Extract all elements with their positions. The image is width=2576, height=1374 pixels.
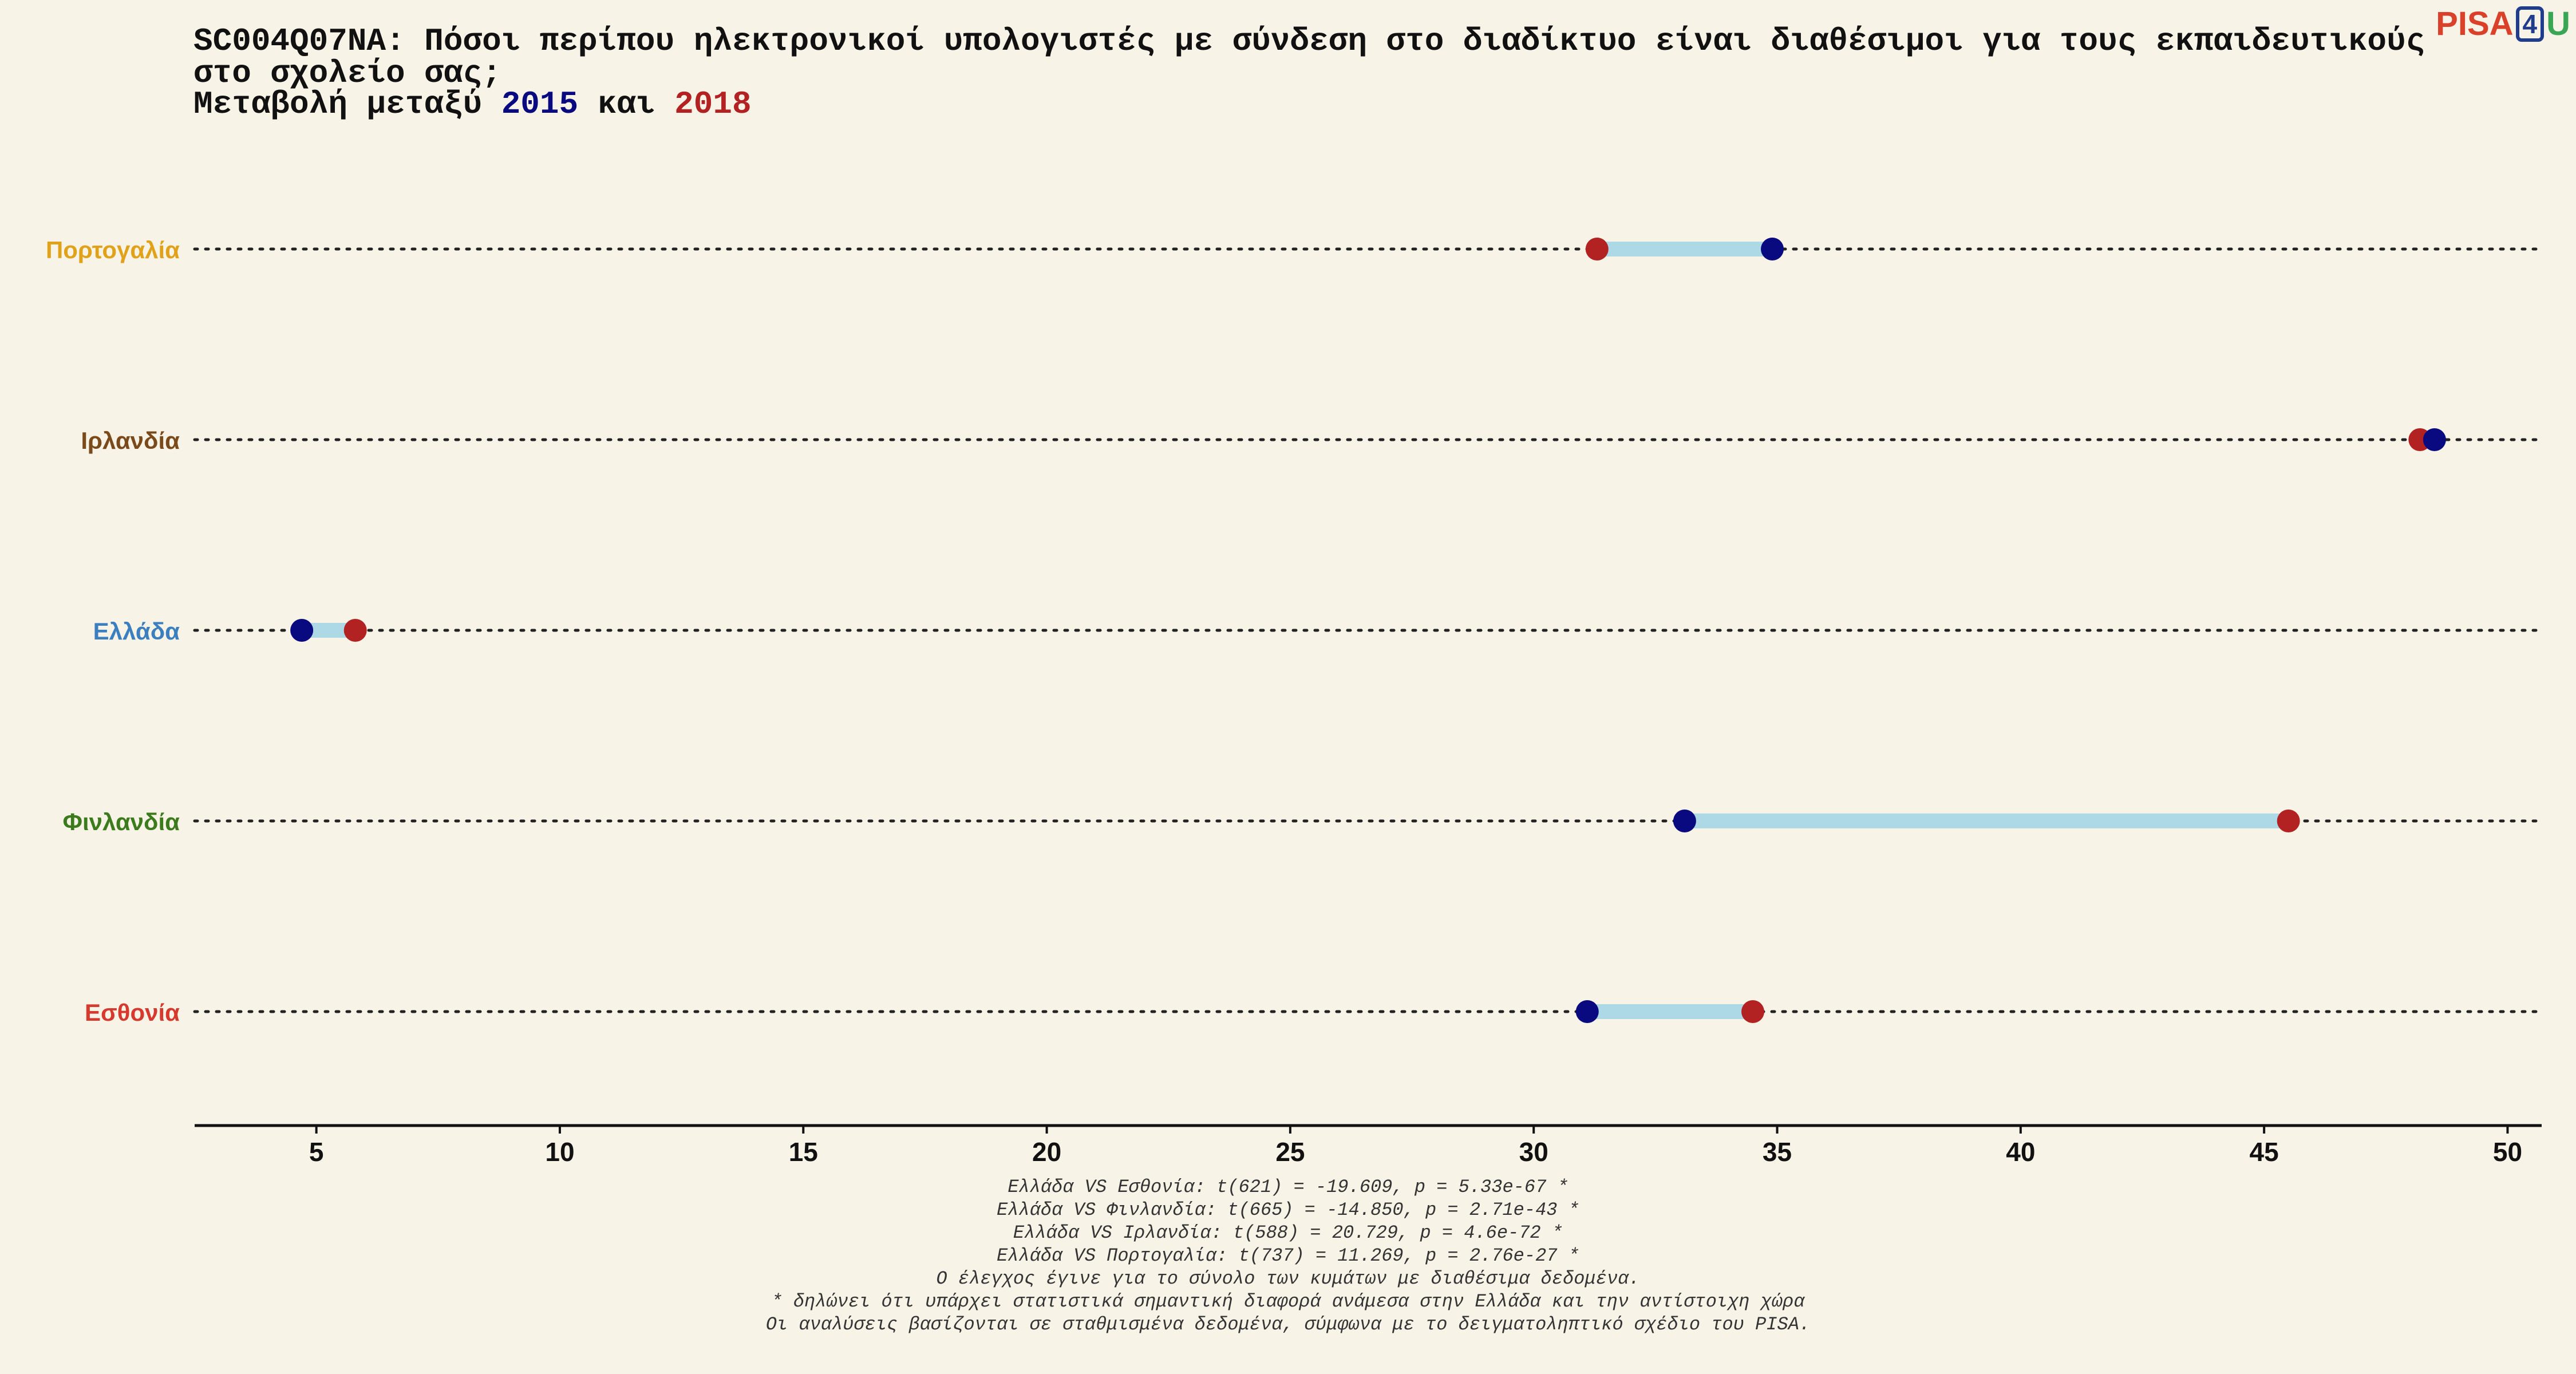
row-0: Πορτογαλία [46, 236, 2543, 263]
footnote-line: Ελλάδα VS Πορτογαλία: t(737) = 11.269, p… [997, 1245, 1579, 1266]
x-axis: 5 10 15 20 25 30 35 40 45 50 [195, 1124, 2542, 1167]
subtitle-year-2015: 2015 [501, 86, 579, 123]
subtitle-prefix: Μεταβολή μεταξύ [193, 86, 501, 123]
x-tick-label: 15 [789, 1137, 818, 1167]
point-2015 [1575, 1000, 1599, 1023]
subtitle-year-2018: 2018 [674, 86, 752, 123]
footnote-line: Ο έλεγχος έγινε για το σύνολο των κυμάτω… [936, 1268, 1640, 1289]
point-2018 [2277, 810, 2300, 832]
footnote-line: Ελλάδα VS Φινλανδία: t(665) = -14.850, p… [997, 1199, 1579, 1221]
point-2018 [343, 619, 367, 642]
footnote-line: * δηλώνει ότι υπάρχει στατιστικά σημαντι… [771, 1291, 1805, 1312]
footnote-line: Οι αναλύσεις βασίζονται σε σταθμισμένα δ… [765, 1314, 1811, 1335]
x-tick-label: 10 [545, 1137, 574, 1167]
logo-text-u: U [2546, 5, 2570, 42]
row-4: Εσθονία [85, 999, 2543, 1026]
point-2018 [1585, 238, 1609, 260]
country-label: Ελλάδα [93, 618, 180, 645]
x-tick-label: 25 [1275, 1137, 1305, 1167]
x-tick-label: 5 [309, 1137, 324, 1167]
country-label: Φινλανδία [63, 808, 180, 835]
logo-text-4: 4 [2515, 6, 2545, 42]
footnotes: Ελλάδα VS Εσθονία: t(621) = -19.609, p =… [0, 1176, 2576, 1336]
pisa4u-logo: PISA 4 U [2436, 5, 2570, 44]
chart-subtitle: Μεταβολή μεταξύ 2015 και 2018 [193, 86, 752, 123]
country-label: Ιρλανδία [81, 427, 180, 454]
row-2: Ελλάδα [93, 618, 2543, 645]
chart-title: SC004Q07NA: Πόσοι περίπου ηλεκτρονικοί υ… [193, 23, 2444, 92]
chart-rows: Πορτογαλία Ιρλανδία Ελλάδα Φινλανδία Εσθονία [46, 236, 2543, 1026]
point-2015 [1673, 810, 1696, 832]
footnote-line: Ελλάδα VS Εσθονία: t(621) = -19.609, p =… [1008, 1176, 1568, 1198]
point-2015 [290, 619, 314, 642]
footnote-line: Ελλάδα VS Ιρλανδία: t(588) = 20.729, p =… [1013, 1222, 1563, 1243]
subtitle-mid: και [578, 86, 675, 123]
point-2015 [2423, 428, 2446, 451]
row-3: Φινλανδία [63, 808, 2543, 835]
row-1: Ιρλανδία [81, 427, 2543, 454]
logo-text-pisa: PISA [2436, 5, 2514, 42]
point-2015 [1761, 238, 1784, 260]
x-tick-label: 35 [1763, 1137, 1792, 1167]
country-label: Πορτογαλία [46, 236, 180, 263]
x-tick-label: 30 [1519, 1137, 1548, 1167]
x-tick-label: 40 [2006, 1137, 2035, 1167]
point-2018 [1741, 1000, 1764, 1023]
country-label: Εσθονία [85, 999, 180, 1026]
x-tick-label: 50 [2493, 1137, 2522, 1167]
x-tick-label: 20 [1032, 1137, 1061, 1167]
x-tick-label: 45 [2250, 1137, 2279, 1167]
